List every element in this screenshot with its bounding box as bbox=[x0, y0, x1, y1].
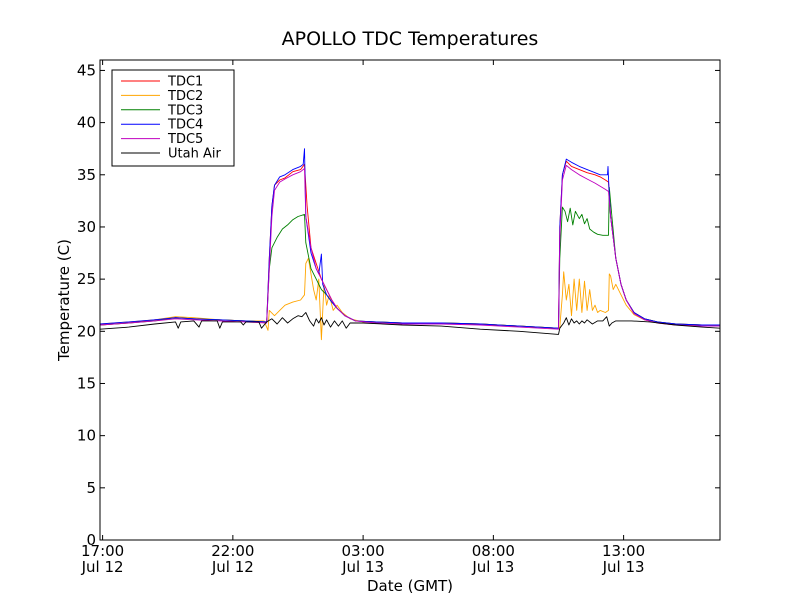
x-axis-label: Date (GMT) bbox=[367, 577, 453, 595]
x-tick-date-label: Jul 12 bbox=[81, 558, 124, 576]
y-tick-label: 25 bbox=[77, 270, 96, 288]
y-tick-label: 10 bbox=[77, 427, 96, 445]
y-axis: 0 5 10 15 20 25 30 35 40 45 bbox=[77, 61, 720, 549]
legend-label-tdc4: TDC4 bbox=[167, 118, 203, 133]
x-tick-label: 03:00 bbox=[341, 542, 384, 560]
y-tick-label: 35 bbox=[77, 166, 96, 184]
plot-frame bbox=[99, 59, 721, 541]
legend-label-tdc3: TDC3 bbox=[167, 103, 203, 118]
legend-frame bbox=[111, 69, 235, 167]
x-tick-label: 13:00 bbox=[602, 542, 645, 560]
legend-label-tdc5: TDC5 bbox=[167, 132, 203, 147]
y-tick-label: 40 bbox=[77, 114, 96, 132]
legend-label-utah-air: Utah Air bbox=[168, 147, 221, 162]
legend-label-tdc1: TDC1 bbox=[167, 75, 203, 90]
y-tick-label: 20 bbox=[77, 322, 96, 340]
x-tick-date-label: Jul 13 bbox=[341, 558, 384, 576]
y-axis-label: Temperature (C) bbox=[55, 239, 73, 362]
series-line-utah-air bbox=[99, 312, 721, 335]
y-tick-label: 45 bbox=[77, 61, 96, 79]
x-tick-label: 08:00 bbox=[472, 542, 515, 560]
x-tick-label: 22:00 bbox=[211, 542, 254, 560]
legend-label-tdc2: TDC2 bbox=[167, 89, 203, 104]
x-tick-date-label: Jul 12 bbox=[211, 558, 254, 576]
x-tick-label: 17:00 bbox=[81, 542, 124, 560]
y-tick-label: 15 bbox=[77, 374, 96, 392]
series-line-tdc5 bbox=[99, 164, 720, 330]
chart-title: APOLLO TDC Temperatures bbox=[282, 28, 539, 50]
y-tick-label: 30 bbox=[77, 218, 96, 236]
x-tick-date-label: Jul 13 bbox=[602, 558, 645, 576]
series-layer bbox=[99, 148, 721, 341]
x-tick-date-label: Jul 13 bbox=[471, 558, 514, 576]
y-tick-label: 5 bbox=[86, 479, 96, 497]
y-tick-label: 0 bbox=[86, 531, 96, 549]
